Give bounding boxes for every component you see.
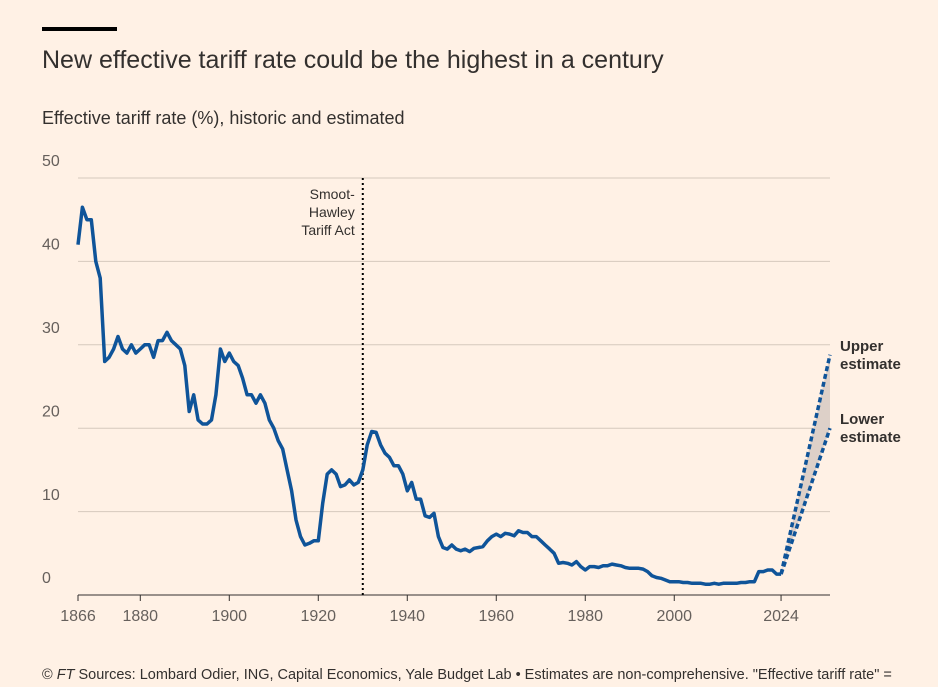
series-label: Lower estimate [840, 411, 901, 447]
annotation-text: Smoot-Hawley Tariff Act [301, 186, 355, 238]
x-tick-label: 1940 [389, 608, 425, 625]
title: New effective tariff rate could be the h… [42, 46, 664, 74]
copyright: © [42, 667, 53, 683]
brand: FT [56, 667, 75, 683]
x-tick-label: 1920 [300, 608, 336, 625]
x-tick-label: 1900 [211, 608, 247, 625]
top-bar [42, 27, 117, 31]
y-tick-label: 30 [42, 320, 60, 337]
subtitle: Effective tariff rate (%), historic and … [42, 108, 405, 128]
estimate-line [779, 354, 832, 575]
series-label: Upper estimate [840, 337, 901, 373]
y-tick-label: 10 [42, 487, 60, 504]
x-tick-label: 2000 [656, 608, 692, 625]
x-tick-label: 1880 [122, 608, 158, 625]
footer-text: Sources: Lombard Odier, ING, Capital Eco… [78, 667, 892, 683]
y-tick-label: 50 [42, 153, 60, 170]
footer: © FT Sources: Lombard Odier, ING, Capita… [42, 667, 892, 683]
estimate-line [779, 427, 832, 575]
y-tick-label: 0 [42, 570, 51, 587]
x-tick-label: 2024 [763, 608, 799, 625]
series-line [76, 205, 782, 586]
x-tick-label: 1866 [60, 608, 96, 625]
x-tick-label: 1980 [567, 608, 603, 625]
x-tick-label: 1960 [478, 608, 514, 625]
y-tick-label: 40 [42, 237, 60, 254]
y-tick-label: 20 [42, 403, 60, 420]
